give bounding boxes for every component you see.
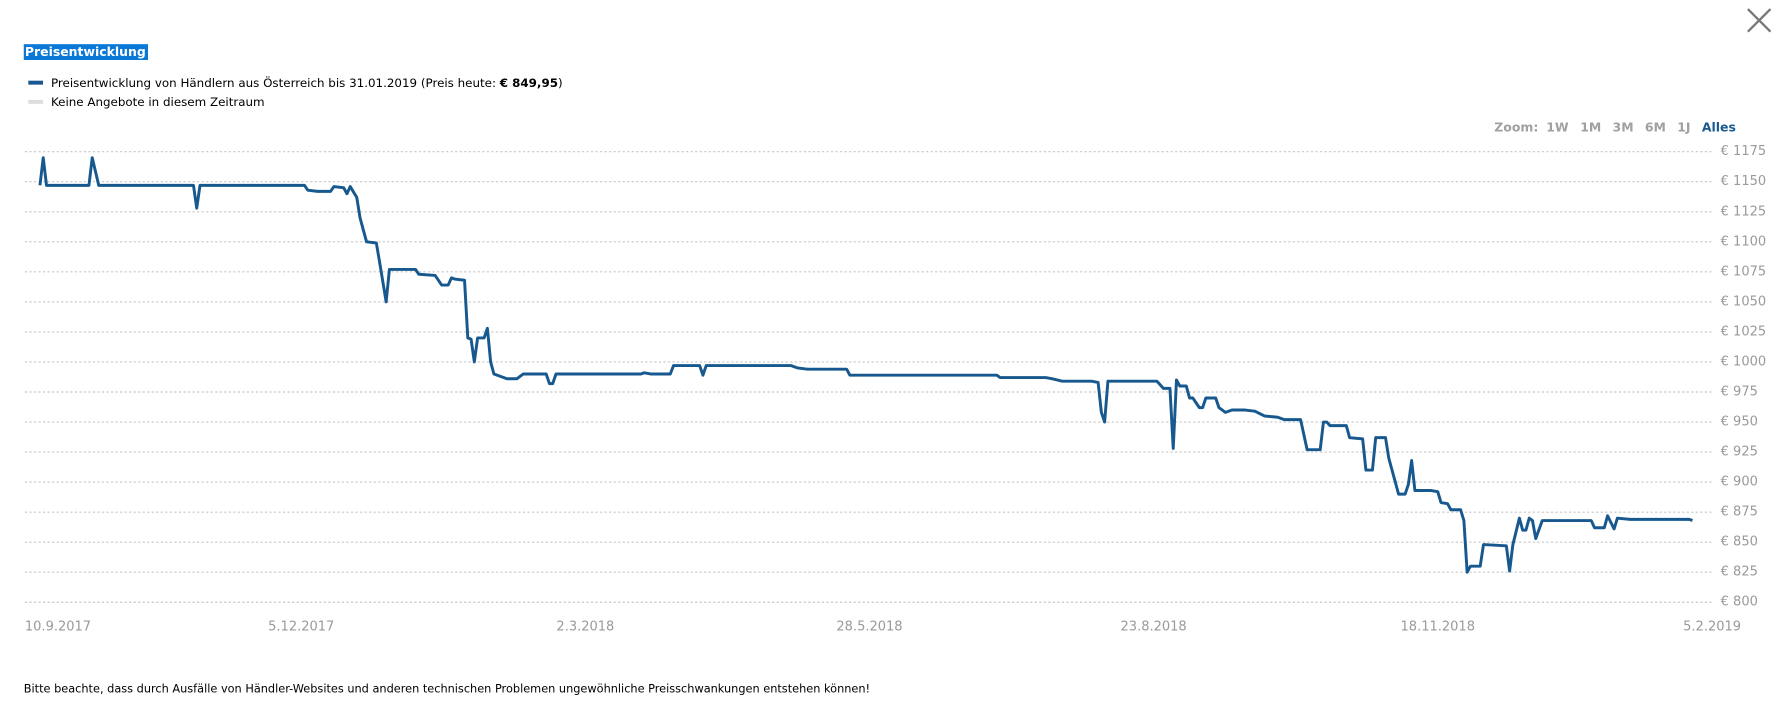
x-tick-label: 23.8.2018 xyxy=(1121,620,1187,635)
y-tick-label: € 800 xyxy=(1721,595,1758,610)
zoom-option[interactable]: 1J xyxy=(1677,119,1690,134)
y-tick-label: € 900 xyxy=(1721,475,1758,490)
y-tick-label: € 1100 xyxy=(1721,234,1767,249)
x-tick-label: 2.3.2018 xyxy=(556,620,614,635)
y-tick-label: € 1050 xyxy=(1721,294,1767,309)
y-tick-label: € 975 xyxy=(1721,384,1758,399)
x-tick-label: 5.12.2017 xyxy=(268,620,334,635)
footer-note: Bitte beachte, dass durch Ausfälle von H… xyxy=(24,681,870,695)
y-tick-label: € 1025 xyxy=(1721,324,1767,339)
title-highlight xyxy=(23,44,149,61)
y-tick-label: € 825 xyxy=(1721,565,1758,580)
zoom-option[interactable]: 1W xyxy=(1546,119,1569,134)
zoom-option[interactable]: Alles xyxy=(1702,119,1736,134)
y-tick-label: € 1125 xyxy=(1721,204,1767,219)
y-tick-label: € 875 xyxy=(1721,505,1758,520)
y-tick-label: € 1075 xyxy=(1721,264,1767,279)
y-tick-label: € 1150 xyxy=(1721,174,1767,189)
close-button[interactable] xyxy=(1741,3,1775,37)
x-tick-label: 10.9.2017 xyxy=(25,620,91,635)
price-line xyxy=(38,156,1694,574)
y-tick-label: € 1175 xyxy=(1721,144,1767,159)
chart-title: Preisentwicklung xyxy=(25,44,146,59)
legend-label: Keine Angebote in diesem Zeitraum xyxy=(51,95,265,109)
legend-label: Preisentwicklung von Händlern aus Österr… xyxy=(51,74,563,90)
zoom-label: Zoom: xyxy=(1494,119,1538,134)
y-tick-label: € 850 xyxy=(1721,535,1758,550)
y-tick-label: € 950 xyxy=(1721,415,1758,430)
x-tick-label: 18.11.2018 xyxy=(1401,620,1475,635)
zoom-option[interactable]: 1M xyxy=(1580,119,1601,134)
zoom-option[interactable]: 3M xyxy=(1613,119,1634,134)
x-tick-label: 5.2.2019 xyxy=(1683,620,1741,635)
zoom-option[interactable]: 6M xyxy=(1645,119,1666,134)
close-icon xyxy=(1747,8,1772,33)
x-tick-label: 28.5.2018 xyxy=(836,620,902,635)
y-tick-label: € 1000 xyxy=(1721,354,1767,369)
y-tick-label: € 925 xyxy=(1721,445,1758,460)
